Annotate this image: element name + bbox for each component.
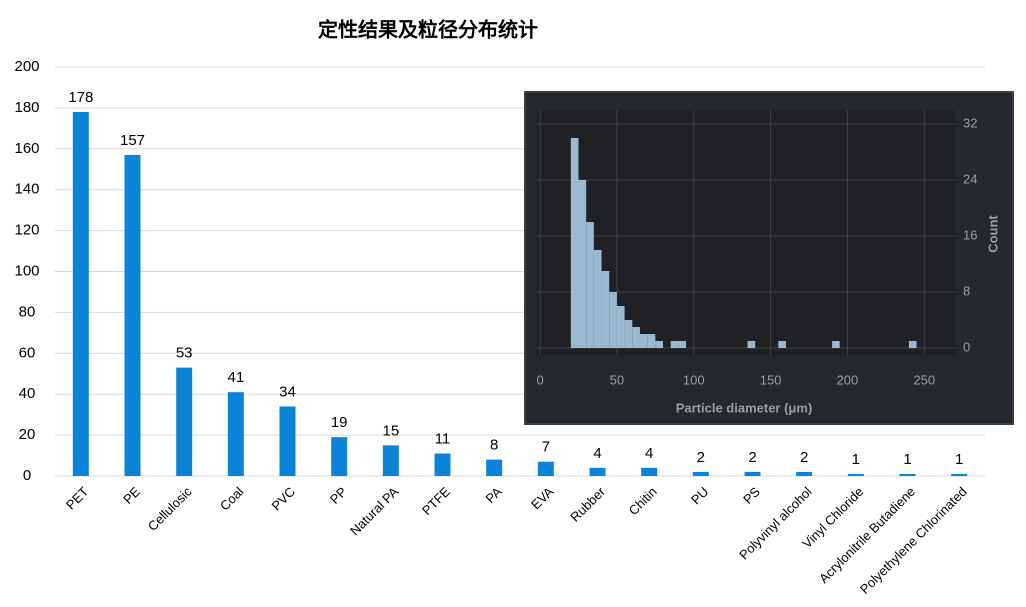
value-label: 1 (903, 451, 911, 468)
value-label: 1 (852, 451, 860, 468)
value-label: 53 (176, 345, 193, 362)
histogram-bar (670, 341, 679, 348)
histogram-bar (609, 292, 617, 348)
x-tick-label: PTFE (419, 484, 453, 518)
histogram-bar (832, 341, 840, 348)
x-tick-label: Rubber (567, 483, 608, 524)
bar (847, 473, 864, 476)
value-label: 2 (697, 449, 705, 466)
bar (434, 453, 451, 476)
value-label: 8 (490, 437, 498, 454)
x-tick-label: 100 (683, 372, 705, 387)
x-tick-label: PA (483, 484, 505, 506)
value-label: 157 (120, 132, 145, 149)
x-tick-label: 250 (913, 372, 935, 387)
histogram-bar (578, 180, 587, 348)
x-tick-label: Coal (217, 484, 247, 514)
y-tick-label: 140 (14, 181, 39, 198)
x-tick-label: EVA (528, 484, 557, 513)
histogram-bar (678, 341, 687, 348)
value-label: 2 (800, 449, 808, 466)
value-label: 4 (593, 445, 601, 462)
x-tick-label: Acrylonitrile Butadiene (816, 484, 918, 586)
bar (227, 392, 244, 476)
bar (124, 154, 141, 476)
x-tick-label: PET (63, 484, 92, 513)
bar (899, 473, 916, 476)
y-tick-label: 60 (19, 344, 36, 361)
bar (72, 111, 89, 477)
histogram-bar (647, 334, 656, 348)
histogram-bar (616, 306, 625, 348)
bar (951, 473, 968, 476)
y-tick-label: 120 (14, 222, 39, 239)
y-tick-label: 200 (14, 58, 39, 75)
value-label: 7 (542, 439, 550, 456)
x-tick-label: 0 (536, 372, 543, 387)
x-axis-label: Particle diameter (μm) (676, 400, 813, 415)
value-label: 178 (68, 89, 93, 106)
y-tick-label: 8 (963, 283, 970, 298)
value-label: 11 (435, 430, 451, 447)
bar (279, 406, 296, 476)
x-tick-label: Natural PA (347, 484, 402, 539)
y-tick-label: 40 (19, 385, 36, 402)
bar (176, 367, 193, 476)
y-tick-label: 32 (963, 115, 977, 130)
chart-title: 定性结果及粒径分布统计 (318, 17, 538, 41)
histogram-bar (601, 271, 610, 348)
y-axis-label: Count (985, 215, 1000, 253)
histogram-bar (570, 138, 579, 348)
value-label: 2 (748, 449, 756, 466)
x-tick-label: PVC (269, 484, 299, 514)
histogram-bar (747, 341, 756, 348)
value-label: 15 (382, 422, 399, 439)
bar (641, 467, 658, 476)
histogram-bar (655, 341, 664, 348)
bar (589, 467, 606, 476)
histogram-bar (639, 334, 648, 348)
bar (796, 471, 813, 476)
value-label: 41 (227, 369, 244, 386)
y-tick-label: 0 (963, 339, 970, 354)
histogram-bar (778, 341, 786, 348)
bar (382, 445, 399, 476)
x-tick-label: 50 (610, 372, 624, 387)
y-tick-label: 16 (963, 227, 977, 242)
y-tick-label: 160 (14, 140, 39, 157)
y-tick-label: 80 (19, 303, 36, 320)
value-label: 34 (279, 383, 296, 400)
bar (692, 471, 709, 476)
histogram-bar (593, 250, 602, 348)
bar (486, 459, 503, 476)
y-tick-label: 20 (19, 426, 36, 443)
value-label: 4 (645, 445, 653, 462)
x-tick-label: Polyethylene Chlorinated (857, 484, 970, 597)
y-tick-label: 180 (14, 99, 39, 116)
x-tick-label: PS (740, 484, 763, 507)
histogram-bar (586, 222, 594, 348)
histogram-bar (632, 327, 640, 348)
x-tick-label: 200 (837, 372, 859, 387)
value-label: 1 (955, 451, 963, 468)
x-tick-label: Chitin (626, 484, 660, 518)
x-tick-label: Cellulosic (145, 484, 195, 534)
x-tick-label: PP (327, 484, 350, 507)
x-tick-label: 150 (760, 372, 782, 387)
bar (744, 471, 761, 476)
histogram-bar (624, 320, 633, 348)
bar (537, 461, 554, 476)
value-label: 19 (331, 414, 348, 431)
histogram-bar (908, 341, 917, 348)
y-tick-label: 24 (963, 171, 977, 186)
bar (331, 437, 348, 476)
x-tick-label: PE (120, 484, 143, 507)
x-tick-label: PU (688, 484, 711, 507)
y-tick-label: 100 (14, 262, 39, 279)
y-tick-label: 0 (23, 467, 31, 484)
